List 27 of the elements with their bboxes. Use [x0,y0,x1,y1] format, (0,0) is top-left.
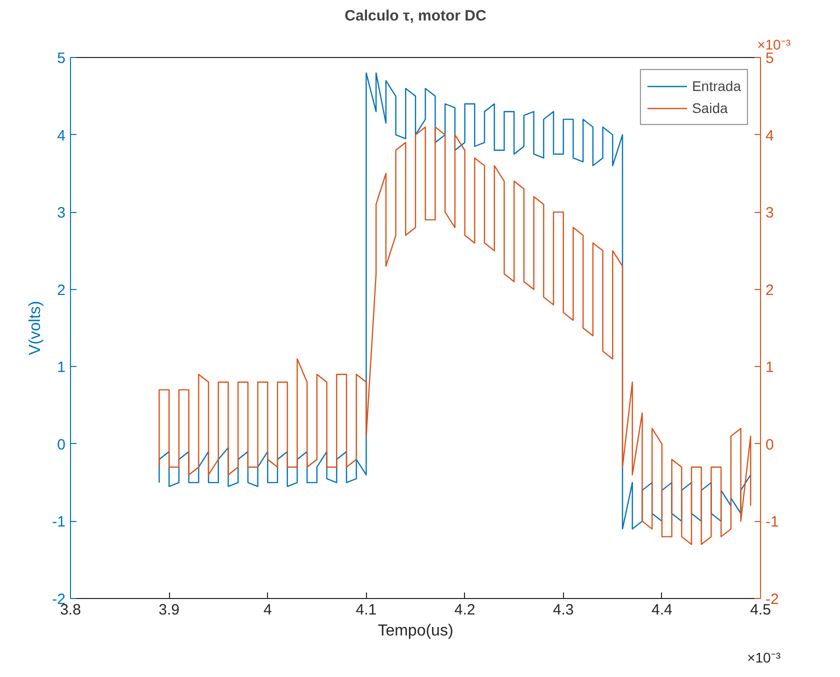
y2-tick-label: 2 [766,282,774,299]
x-axis-title: Tempo(us) [378,622,454,640]
legend-label: Saida [692,100,728,116]
x-tick-label: 3.9 [158,602,180,618]
y-tick-label: 3 [57,204,66,222]
y2-tick-label: 4 [766,127,774,144]
text: ×10⁻³ [747,650,781,666]
y-tick-label: 0 [57,436,66,454]
x-tick-label: 4.4 [652,602,672,618]
y2-tick-label: 0 [766,436,774,454]
x-tick-label: 4 [263,602,272,618]
y2-tick-label: 5 [766,50,774,67]
y2-tick-label: 3 [766,204,774,222]
y-tick-label: 4 [57,127,66,144]
text: ×10⁻³ [757,36,791,52]
chart-title: Calculo τ, motor DC [344,8,487,24]
y2-tick-label: -1 [766,514,779,531]
y2-tick-label: 1 [766,359,774,376]
y-tick-label: -1 [52,514,66,531]
y-axis-title: V(volts) [27,300,44,356]
y-tick-label: 2 [57,282,66,299]
x-tick-label: 4.3 [552,602,574,618]
x-tick-label: 4.2 [454,602,476,618]
y-tick-label: 1 [57,359,66,376]
y-tick-label: 5 [57,50,66,67]
x-tick-label: 4.1 [356,602,377,618]
legend-label: Entrada [692,78,741,94]
